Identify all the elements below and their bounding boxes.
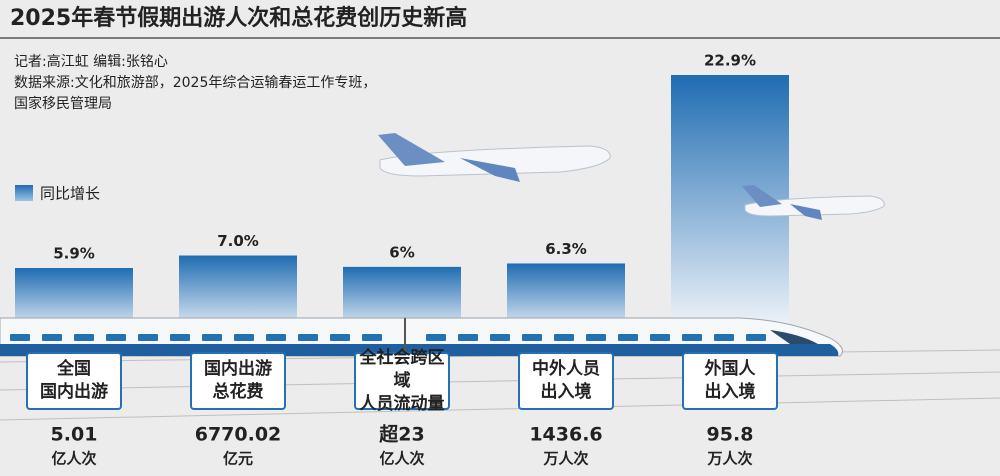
train-window [618, 334, 638, 341]
train-window [490, 334, 510, 341]
value-label: 5.9% [53, 245, 95, 263]
credit: 数据来源:文化和旅游部，2025年综合运输春运工作专班， [14, 75, 376, 91]
total-value: 95.8 [707, 424, 754, 446]
train [0, 317, 843, 357]
plane [378, 133, 885, 220]
value-label: 6% [389, 243, 414, 261]
legend-swatch [15, 185, 33, 201]
train-window [298, 334, 318, 341]
total-unit: 万人次 [706, 450, 752, 468]
bars: 5.9% 7.0% 6% 6.3% 22.9% [15, 52, 789, 335]
train-window [682, 334, 702, 341]
train-window [266, 334, 286, 341]
category-label: 国内出游 总花费 [190, 352, 286, 410]
train-window [650, 334, 670, 341]
value-label: 7.0% [217, 232, 259, 250]
train-window [522, 334, 542, 341]
train-window [746, 334, 766, 341]
credit: 国家移民管理局 [14, 95, 112, 112]
legend-label: 同比增长 [40, 185, 100, 203]
total-value: 5.01 [51, 424, 98, 446]
total-value: 超23 [378, 423, 424, 446]
value-label: 22.9% [704, 52, 756, 70]
train-window [362, 334, 382, 341]
train-window [138, 334, 158, 341]
train-window [458, 334, 478, 341]
total-value: 6770.02 [195, 424, 282, 446]
train-window [10, 334, 30, 341]
rails [0, 349, 1000, 421]
category-label: 中外人员 出入境 [518, 352, 614, 410]
train-window [586, 334, 606, 341]
train-window [426, 334, 446, 341]
category-label: 外国人 出入境 [682, 352, 778, 410]
value-label: 6.3% [545, 240, 587, 258]
train-window [74, 334, 94, 341]
title: 2025年春节假期出游人次和总花费创历史新高 [10, 5, 467, 31]
category-label: 全国 国内出游 [26, 352, 122, 410]
train-window [106, 334, 126, 341]
total-unit: 万人次 [542, 450, 588, 468]
train-window [714, 334, 734, 341]
train-window [234, 334, 254, 341]
train-window [202, 334, 222, 341]
credit: 记者:高江虹 编辑:张铭心 [14, 53, 168, 70]
train-window [330, 334, 350, 341]
total-unit: 亿人次 [51, 450, 96, 468]
total-unit: 亿人次 [379, 450, 424, 468]
train-window [42, 334, 62, 341]
train-window [554, 334, 574, 341]
total-value: 1436.6 [529, 424, 602, 446]
total-unit: 亿元 [223, 450, 253, 468]
totals: 5.01 亿人次 6770.02 亿元 超23 亿人次 1436.6 万人次 95.8 万人次 [51, 423, 754, 468]
train-window [170, 334, 190, 341]
category-label: 全社会跨区域 人员流动量 [354, 348, 450, 414]
